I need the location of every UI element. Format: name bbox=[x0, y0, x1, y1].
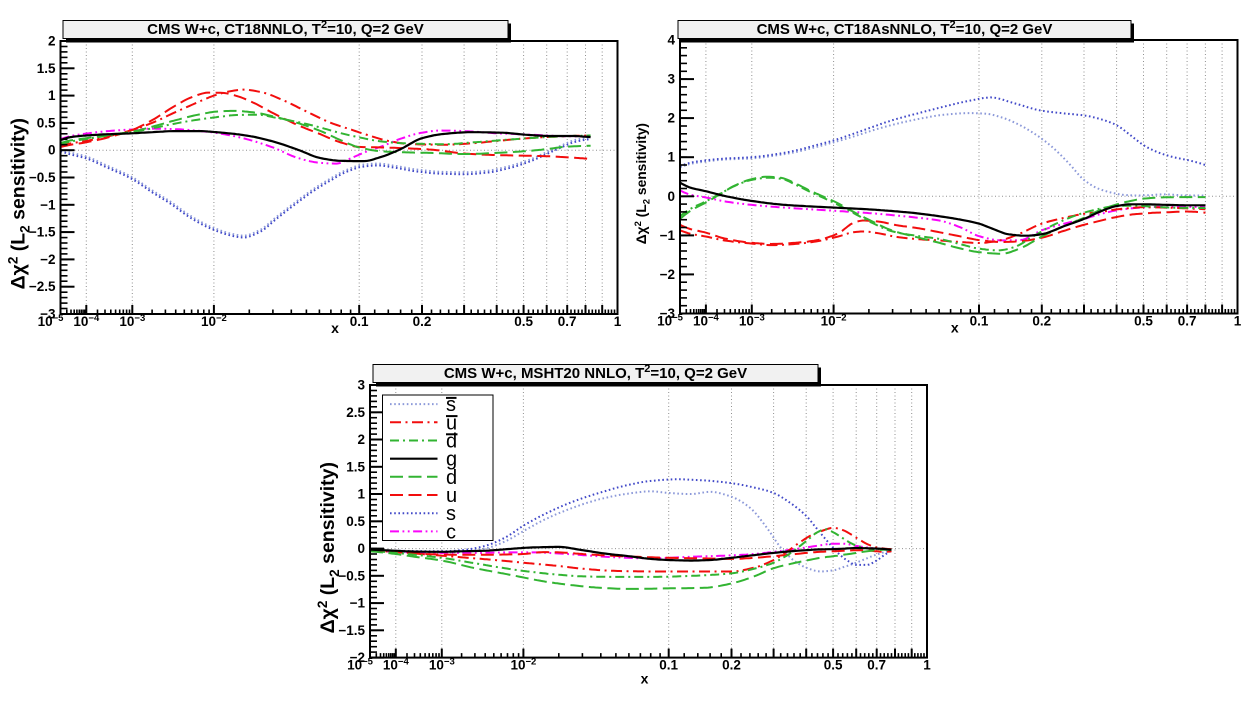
svg-text:x: x bbox=[951, 320, 959, 336]
svg-text:1: 1 bbox=[667, 150, 675, 165]
svg-text:1: 1 bbox=[923, 658, 931, 673]
svg-text:CMS W+c, MSHT20 NNLO, T2=10, Q: CMS W+c, MSHT20 NNLO, T2=10, Q=2 GeV bbox=[444, 363, 747, 382]
svg-text:−2: −2 bbox=[350, 650, 365, 665]
svg-text:−2.5: −2.5 bbox=[29, 279, 56, 294]
svg-text:2: 2 bbox=[48, 34, 56, 49]
svg-text:0.5: 0.5 bbox=[824, 658, 843, 673]
svg-text:1.5: 1.5 bbox=[37, 61, 56, 76]
svg-text:0.5: 0.5 bbox=[37, 115, 56, 130]
svg-text:2: 2 bbox=[667, 111, 675, 126]
svg-text:0.1: 0.1 bbox=[659, 658, 678, 673]
svg-text:−0.5: −0.5 bbox=[29, 170, 56, 185]
svg-text:−0.5: −0.5 bbox=[338, 568, 365, 583]
svg-text:1: 1 bbox=[48, 88, 56, 103]
svg-text:−1: −1 bbox=[660, 228, 676, 243]
svg-text:u: u bbox=[446, 485, 457, 507]
svg-text:d: d bbox=[446, 431, 457, 453]
svg-text:1: 1 bbox=[1234, 314, 1242, 329]
svg-text:0.1: 0.1 bbox=[350, 314, 369, 329]
svg-text:0.1: 0.1 bbox=[970, 314, 989, 329]
svg-text:0: 0 bbox=[667, 189, 675, 204]
svg-text:2.5: 2.5 bbox=[346, 405, 365, 420]
svg-text:0.7: 0.7 bbox=[1178, 314, 1197, 329]
svg-text:3: 3 bbox=[667, 72, 675, 87]
svg-text:1: 1 bbox=[357, 487, 365, 502]
svg-text:c: c bbox=[446, 521, 456, 543]
svg-text:0.5: 0.5 bbox=[514, 314, 533, 329]
svg-text:0.5: 0.5 bbox=[346, 514, 365, 529]
svg-text:Δχ2 (L2 sensitivity): Δχ2 (L2 sensitivity) bbox=[633, 123, 653, 244]
svg-text:0.7: 0.7 bbox=[558, 314, 577, 329]
svg-text:1.5: 1.5 bbox=[346, 459, 365, 474]
svg-text:−2: −2 bbox=[40, 252, 55, 267]
svg-text:0: 0 bbox=[48, 143, 56, 158]
svg-text:−3: −3 bbox=[660, 306, 676, 321]
svg-text:0.7: 0.7 bbox=[867, 658, 886, 673]
svg-text:0.5: 0.5 bbox=[1134, 314, 1153, 329]
svg-text:4: 4 bbox=[667, 33, 675, 48]
svg-text:−1.5: −1.5 bbox=[338, 623, 365, 638]
svg-text:0.2: 0.2 bbox=[722, 658, 741, 673]
svg-text:−3: −3 bbox=[40, 307, 56, 322]
svg-text:0.2: 0.2 bbox=[413, 314, 432, 329]
svg-text:CMS W+c, CT18NNLO, T2=10, Q=2: CMS W+c, CT18NNLO, T2=10, Q=2 GeV bbox=[147, 19, 424, 38]
svg-text:s: s bbox=[446, 394, 456, 416]
svg-text:−1.5: −1.5 bbox=[29, 225, 56, 240]
svg-text:−2: −2 bbox=[660, 267, 675, 282]
svg-text:x: x bbox=[641, 671, 649, 687]
svg-text:−1: −1 bbox=[350, 596, 366, 611]
svg-text:s: s bbox=[446, 503, 456, 525]
svg-text:x: x bbox=[331, 320, 339, 336]
svg-text:u: u bbox=[446, 412, 457, 434]
svg-text:g: g bbox=[446, 449, 457, 471]
svg-text:d: d bbox=[446, 467, 457, 489]
svg-text:3: 3 bbox=[357, 378, 365, 393]
svg-text:Δχ2 (L2 sensitivity): Δχ2 (L2 sensitivity) bbox=[6, 118, 33, 289]
svg-text:0.2: 0.2 bbox=[1032, 314, 1051, 329]
svg-text:CMS W+c, CT18AsNNLO, T2=10, Q=: CMS W+c, CT18AsNNLO, T2=10, Q=2 GeV bbox=[757, 19, 1053, 38]
svg-text:−1: −1 bbox=[40, 197, 56, 212]
svg-text:2: 2 bbox=[357, 432, 365, 447]
svg-text:1: 1 bbox=[614, 314, 622, 329]
svg-text:0: 0 bbox=[357, 541, 365, 556]
